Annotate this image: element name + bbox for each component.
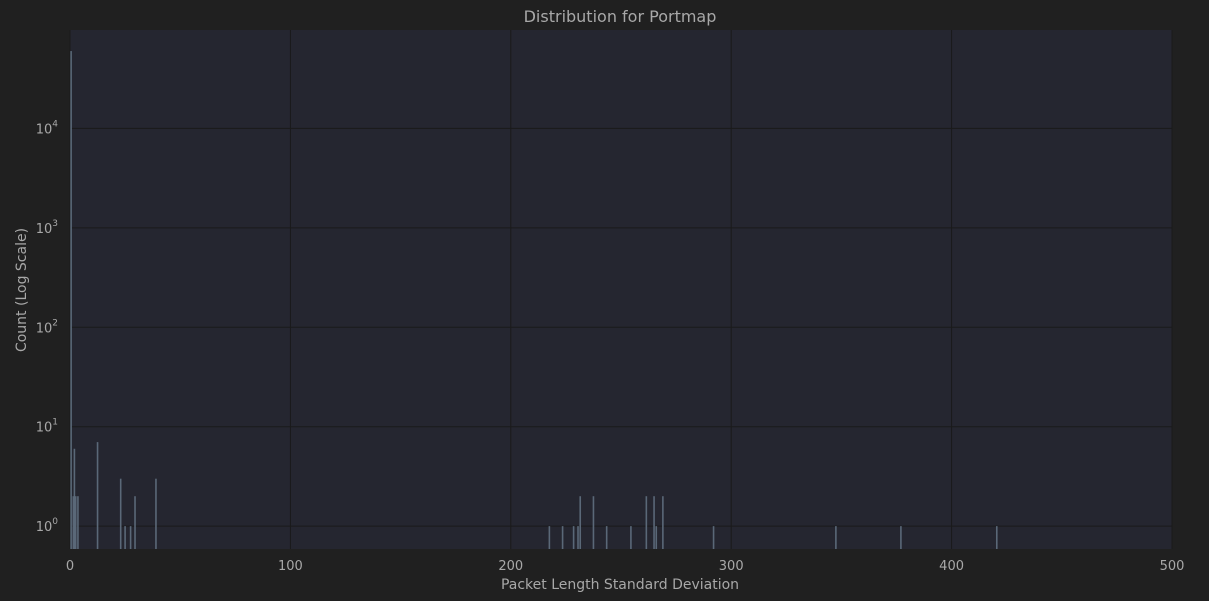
histogram-bar [124, 526, 126, 549]
histogram-bar [577, 526, 579, 549]
y-tick-label: 104 [36, 119, 59, 137]
histogram-bar [129, 526, 132, 549]
x-tick-label: 300 [719, 559, 744, 574]
x-tick-labels: 0 100 200 300 400 500 [66, 559, 1185, 574]
histogram-bar [548, 526, 551, 549]
histogram-bar [592, 496, 595, 549]
y-tick-label: 101 [36, 418, 58, 436]
histogram-bar [134, 496, 136, 549]
x-tick-label: 500 [1160, 559, 1185, 574]
x-tick-label: 0 [66, 559, 74, 574]
x-tick-label: 100 [278, 559, 303, 574]
histogram-bar [835, 526, 837, 549]
histogram-bar [712, 526, 715, 549]
histogram-bar [572, 526, 575, 549]
histogram-bar [96, 442, 99, 549]
histogram-bar [605, 526, 608, 549]
chart-title: Distribution for Portmap [524, 7, 717, 26]
histogram-bar [119, 478, 122, 549]
bars [70, 51, 998, 550]
y-tick-label: 103 [36, 219, 58, 237]
histogram-bar [155, 478, 157, 549]
histogram-bar [73, 448, 76, 549]
y-axis-title: Count (Log Scale) [14, 228, 30, 352]
histogram-bar [561, 526, 564, 549]
histogram-bar [77, 496, 79, 549]
histogram-bar [653, 496, 655, 549]
histogram-bar [579, 496, 582, 549]
histogram-bar [900, 526, 902, 549]
histogram-bar [72, 496, 75, 549]
grid-lines [69, 30, 1173, 549]
histogram-bar [645, 496, 648, 549]
histogram-bar [995, 526, 998, 549]
histogram-bar [630, 526, 632, 549]
histogram-bar [74, 496, 77, 549]
plot-area [70, 30, 1172, 549]
histogram-bar [655, 526, 658, 549]
x-tick-label: 400 [939, 559, 964, 574]
x-axis-title: Packet Length Standard Deviation [501, 577, 739, 593]
y-tick-label: 100 [36, 517, 59, 535]
y-tick-labels: 100 101 102 103 104 [36, 119, 59, 535]
histogram-bar [662, 496, 664, 549]
x-tick-label: 200 [498, 559, 523, 574]
y-tick-label: 102 [36, 318, 58, 336]
histogram-bar [70, 51, 72, 550]
